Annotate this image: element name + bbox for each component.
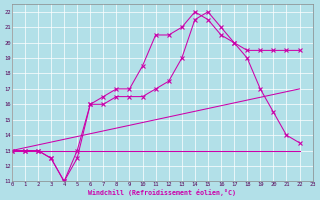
X-axis label: Windchill (Refroidissement éolien,°C): Windchill (Refroidissement éolien,°C) xyxy=(88,189,236,196)
